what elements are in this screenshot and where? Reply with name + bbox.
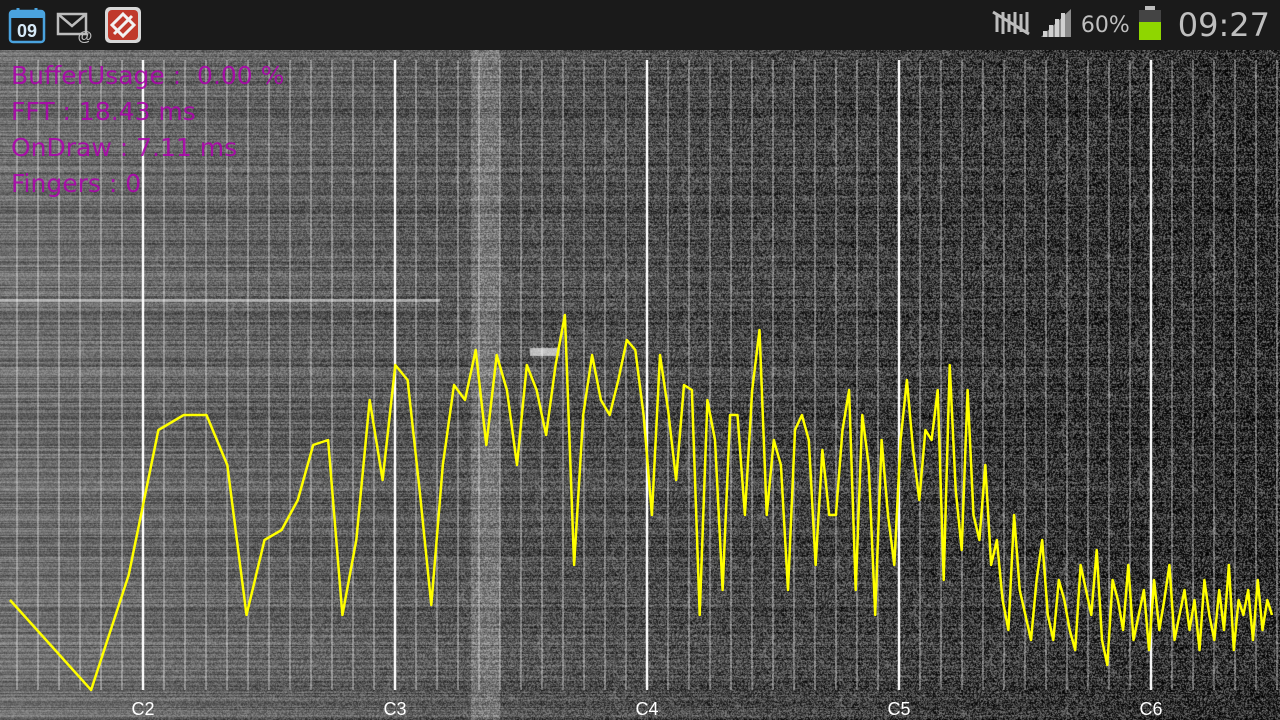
battery-percent: 60% [1080,12,1130,38]
mute-icon [991,8,1031,42]
signal-icon [1039,7,1073,43]
x-tick-label: C2 [131,699,154,719]
ondraw-time-text: OnDraw : 7.11 ms [11,133,238,162]
buffer-usage-text: BufferUsage : 0.00 % [11,61,285,90]
spectrum-trace [9,313,1274,692]
app-icon [104,6,142,44]
battery-icon [1138,5,1162,45]
email-icon: @ [56,6,94,45]
x-tick-label: C6 [1139,699,1162,719]
spectrum-view[interactable]: C2 C3 C4 C5 C6 [0,50,1280,720]
clock: 09:27 [1177,6,1270,44]
svg-text:@: @ [78,28,93,44]
fingers-text: Fingers : 0 [11,169,142,198]
status-bar: 09 @ [0,0,1280,50]
stats-overlay: BufferUsage : 0.00 % FFT : 18.43 ms OnDr… [11,58,284,202]
calendar-icon: 09 [8,6,46,44]
spectrum-chart: C2 C3 C4 C5 C6 [9,60,1278,719]
status-bar-right: 60% 09:27 [991,0,1270,50]
fft-time-text: FFT : 18.43 ms [11,97,196,126]
x-tick-label: C5 [887,699,910,719]
calendar-day: 09 [17,21,37,41]
x-tick-label: C3 [383,699,406,719]
x-tick-label: C4 [635,699,658,719]
